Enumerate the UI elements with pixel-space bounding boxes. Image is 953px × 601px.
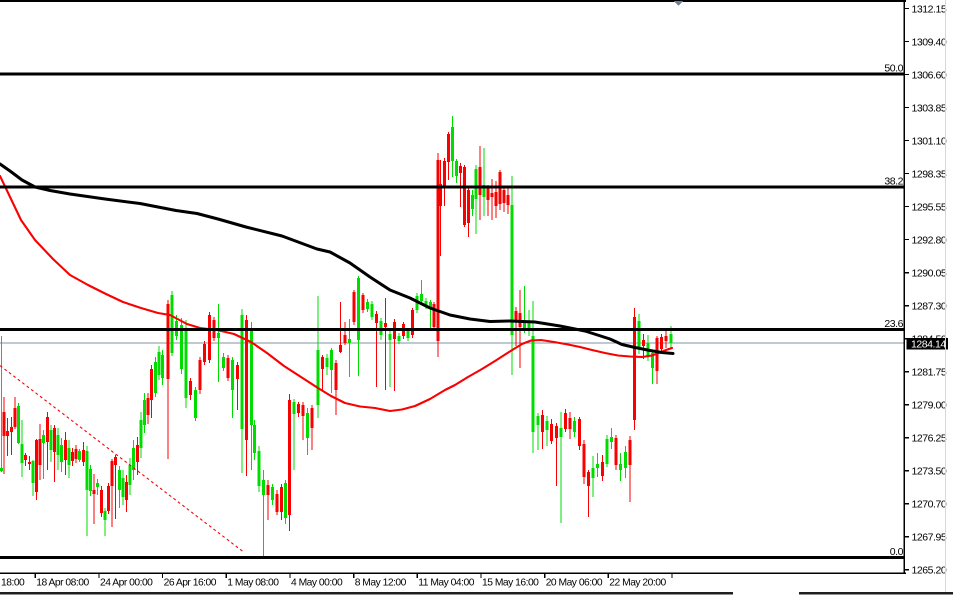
svg-text:1279.00: 1279.00	[912, 400, 947, 412]
svg-text:1298.35: 1298.35	[912, 169, 947, 181]
svg-text:15 May 16:00: 15 May 16:00	[482, 578, 539, 589]
svg-text:1301.10: 1301.10	[912, 136, 947, 148]
svg-text:1276.25: 1276.25	[912, 433, 947, 445]
svg-text:22 May 20:00: 22 May 20:00	[609, 578, 666, 589]
svg-text:4 May 00:00: 4 May 00:00	[291, 578, 343, 589]
svg-text:50.0: 50.0	[884, 63, 903, 75]
svg-text:23.6: 23.6	[884, 318, 903, 330]
svg-text:1312.15: 1312.15	[912, 3, 947, 15]
svg-text:18:00: 18:00	[1, 578, 25, 589]
svg-text:1290.05: 1290.05	[912, 268, 947, 280]
svg-text:0.0: 0.0	[890, 546, 904, 558]
svg-text:38.2: 38.2	[884, 176, 903, 188]
svg-text:1295.55: 1295.55	[912, 202, 947, 214]
svg-text:1309.40: 1309.40	[912, 36, 947, 48]
svg-text:1287.30: 1287.30	[912, 301, 947, 313]
svg-text:24 Apr 00:00: 24 Apr 00:00	[100, 578, 153, 589]
svg-text:1284.14: 1284.14	[911, 338, 946, 350]
svg-text:1292.80: 1292.80	[912, 235, 947, 247]
svg-text:1273.50: 1273.50	[912, 466, 947, 478]
svg-text:1281.75: 1281.75	[912, 367, 947, 379]
svg-text:1267.95: 1267.95	[912, 532, 947, 544]
svg-text:8 May 12:00: 8 May 12:00	[355, 578, 407, 589]
svg-text:26 Apr 16:00: 26 Apr 16:00	[164, 578, 217, 589]
svg-text:1 May 08:00: 1 May 08:00	[227, 578, 279, 589]
svg-text:18 Apr 08:00: 18 Apr 08:00	[36, 578, 89, 589]
svg-text:1306.60: 1306.60	[912, 69, 947, 81]
svg-text:1303.85: 1303.85	[912, 103, 947, 115]
svg-text:11 May 04:00: 11 May 04:00	[418, 578, 474, 589]
svg-text:1270.70: 1270.70	[912, 499, 947, 511]
svg-text:1265.20: 1265.20	[912, 565, 947, 577]
svg-text:20 May 06:00: 20 May 06:00	[546, 578, 603, 589]
